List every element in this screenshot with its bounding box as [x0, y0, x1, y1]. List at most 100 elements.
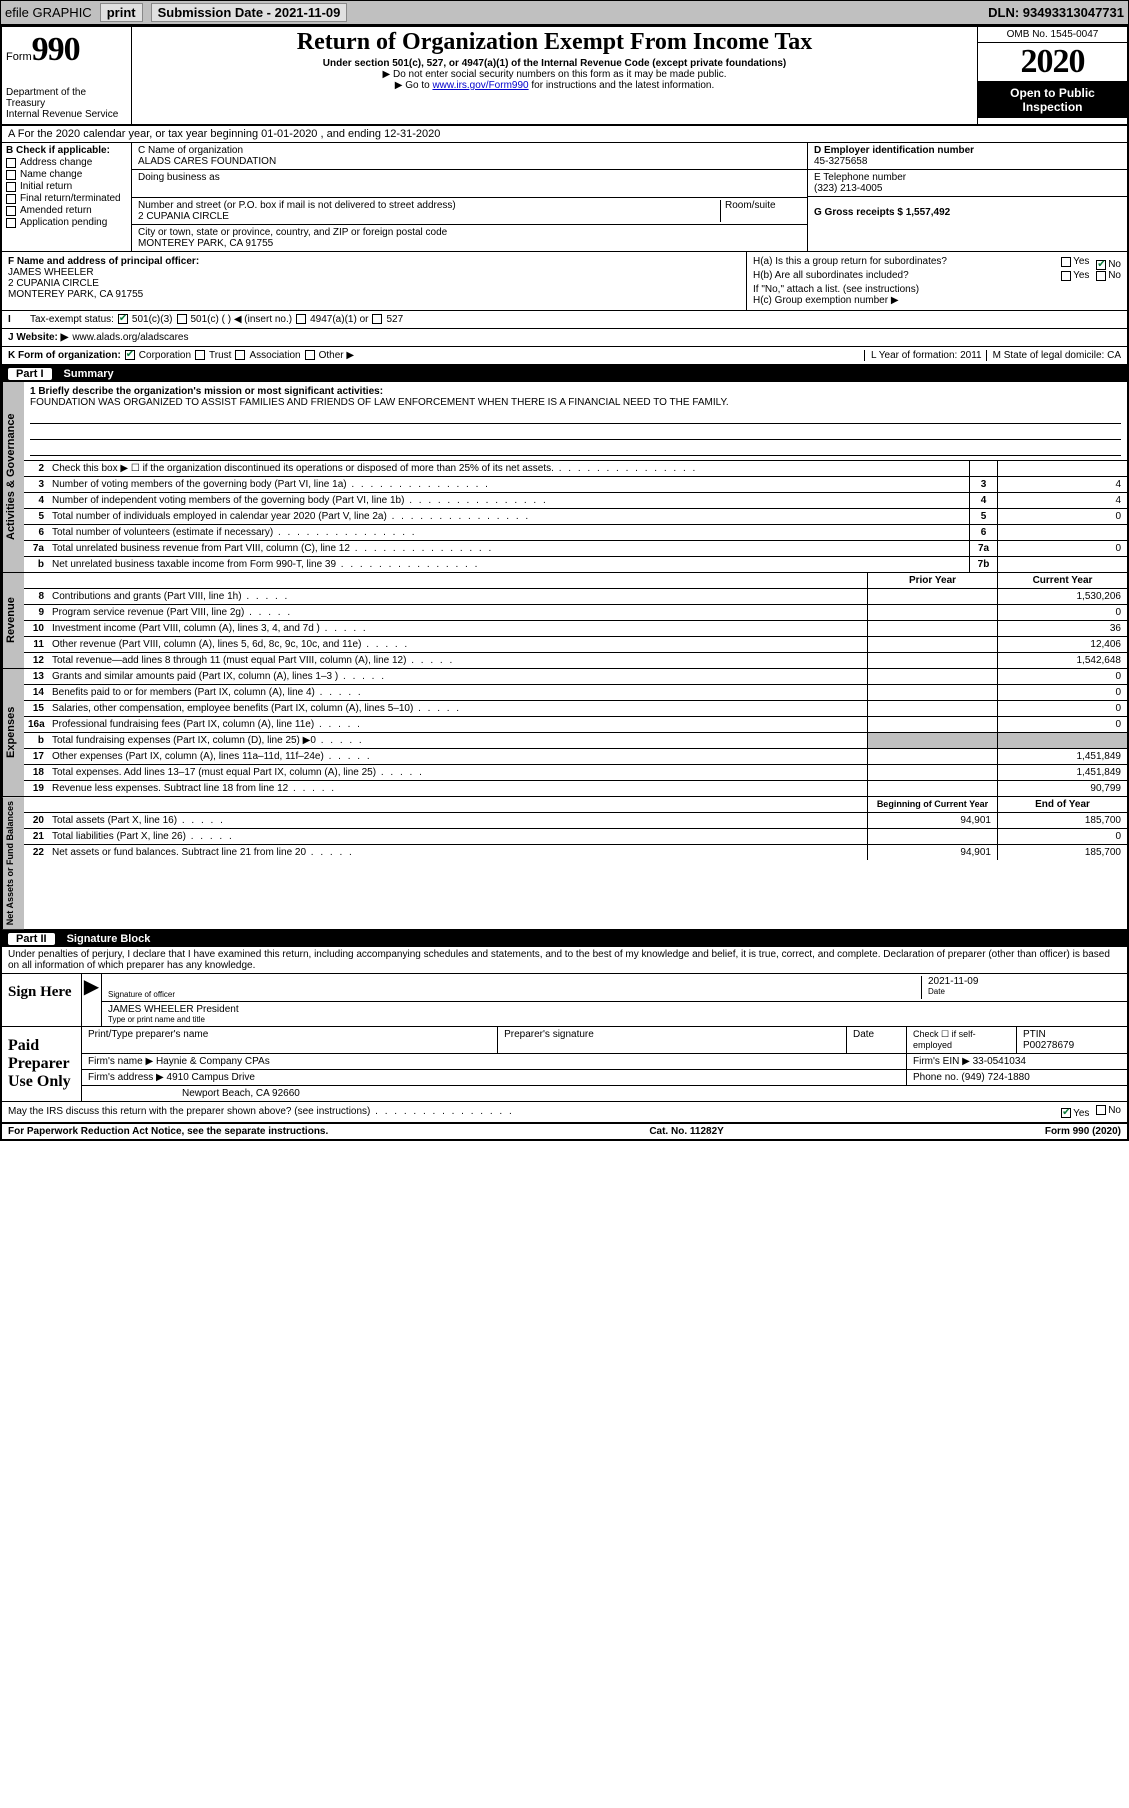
header-right: OMB No. 1545-0047 2020 Open to Public In… — [977, 27, 1127, 124]
firm-phone-value: (949) 724-1880 — [961, 1072, 1029, 1083]
firm-phone-label: Phone no. — [913, 1072, 959, 1083]
prior-value — [867, 669, 997, 684]
line-text: Total number of individuals employed in … — [48, 509, 969, 524]
sig-date-value: 2021-11-09 — [928, 976, 1121, 987]
chk-amended[interactable]: Amended return — [6, 205, 127, 216]
sig-name-value: JAMES WHEELER President — [108, 1004, 1121, 1015]
data-row: 8 Contributions and grants (Part VIII, l… — [24, 589, 1127, 605]
sign-here-label: Sign Here — [2, 974, 82, 1026]
prior-value — [867, 637, 997, 652]
briefly-q: 1 Briefly describe the organization's mi… — [30, 386, 1121, 397]
chk-501c[interactable] — [177, 314, 187, 324]
line-num: 9 — [24, 605, 48, 620]
line-box: 7b — [969, 557, 997, 572]
form-subtitle: Under section 501(c), 527, or 4947(a)(1)… — [138, 58, 971, 69]
line-box: 5 — [969, 509, 997, 524]
line-num: 4 — [24, 493, 48, 508]
prior-value — [867, 765, 997, 780]
gov-row: 6 Total number of volunteers (estimate i… — [24, 525, 1127, 541]
chk-assoc[interactable] — [235, 350, 245, 360]
prep-ptin-value: P00278679 — [1023, 1040, 1121, 1051]
governance-block: Activities & Governance 1 Briefly descri… — [2, 382, 1127, 573]
line-num: 13 — [24, 669, 48, 684]
note-link-post: for instructions and the latest informat… — [529, 80, 715, 91]
chk-final-return[interactable]: Final return/terminated — [6, 193, 127, 204]
data-row: 19 Revenue less expenses. Subtract line … — [24, 781, 1127, 796]
footer-left: For Paperwork Reduction Act Notice, see … — [8, 1126, 328, 1137]
f-name: JAMES WHEELER — [8, 267, 740, 278]
data-row: 18 Total expenses. Add lines 13–17 (must… — [24, 765, 1127, 781]
note-ssn: ▶ Do not enter social security numbers o… — [138, 69, 971, 80]
chk-corp[interactable] — [125, 350, 135, 360]
g-label: G Gross receipts $ 1,557,492 — [814, 207, 950, 218]
part2-header: Part II Signature Block — [2, 931, 1127, 947]
chk-4947[interactable] — [296, 314, 306, 324]
m-state: M State of legal domicile: CA — [986, 350, 1121, 361]
line-num: 3 — [24, 477, 48, 492]
gov-row: 2 Check this box ▶ ☐ if the organization… — [24, 461, 1127, 477]
print-button[interactable]: print — [100, 3, 143, 22]
line-num: 22 — [24, 845, 48, 860]
prior-value — [867, 749, 997, 764]
data-row: 11 Other revenue (Part VIII, column (A),… — [24, 637, 1127, 653]
sign-arrow-icon: ▶ — [82, 974, 102, 1026]
sig-date-label: Date — [928, 987, 1121, 996]
part1-label: Part I — [8, 368, 52, 380]
data-row: 21 Total liabilities (Part X, line 26) 0 — [24, 829, 1127, 845]
data-row: 14 Benefits paid to or for members (Part… — [24, 685, 1127, 701]
footer: For Paperwork Reduction Act Notice, see … — [2, 1123, 1127, 1139]
current-value: 1,451,849 — [997, 749, 1127, 764]
current-value: 185,700 — [997, 813, 1127, 828]
chk-501c3[interactable] — [118, 314, 128, 324]
vtab-governance: Activities & Governance — [2, 382, 24, 572]
submission-date-button[interactable]: Submission Date - 2021-11-09 — [151, 3, 348, 22]
discuss-yes[interactable]: Yes — [1061, 1108, 1089, 1119]
data-row: b Total fundraising expenses (Part IX, c… — [24, 733, 1127, 749]
prep-ptin-label: PTIN — [1023, 1029, 1121, 1040]
j-label: J Website: ▶ — [8, 332, 68, 343]
briefly-a: FOUNDATION WAS ORGANIZED TO ASSIST FAMIL… — [30, 397, 1121, 408]
line-num: b — [24, 733, 48, 748]
hb-no[interactable]: No — [1096, 270, 1121, 281]
chk-name-change[interactable]: Name change — [6, 169, 127, 180]
row-i: I Tax-exempt status: 501(c)(3) 501(c) ( … — [2, 311, 1127, 329]
prior-value — [867, 685, 997, 700]
line-num: 18 — [24, 765, 48, 780]
c-city-value: MONTEREY PARK, CA 91755 — [138, 238, 801, 249]
chk-address-change[interactable]: Address change — [6, 157, 127, 168]
netassets-block: Net Assets or Fund Balances Beginning of… — [2, 797, 1127, 931]
line-text: Net assets or fund balances. Subtract li… — [48, 845, 867, 860]
discuss-row: May the IRS discuss this return with the… — [2, 1102, 1127, 1123]
header-left: Form 990 Department of the Treasury Inte… — [2, 27, 132, 124]
dept-treasury: Department of the Treasury — [6, 87, 127, 109]
d-label: D Employer identification number — [814, 145, 1121, 156]
dept-irs: Internal Revenue Service — [6, 109, 127, 120]
revenue-block: Revenue Prior Year Current Year 8 Contri… — [2, 573, 1127, 669]
i-label: Tax-exempt status: — [30, 314, 114, 325]
gov-row: b Net unrelated business taxable income … — [24, 557, 1127, 572]
c-room-label: Room/suite — [721, 200, 801, 222]
data-row: 13 Grants and similar amounts paid (Part… — [24, 669, 1127, 685]
irs-link[interactable]: www.irs.gov/Form990 — [432, 80, 528, 91]
header-middle: Return of Organization Exempt From Incom… — [132, 27, 977, 124]
line-num: 19 — [24, 781, 48, 796]
chk-pending[interactable]: Application pending — [6, 217, 127, 228]
ha-no[interactable]: No — [1096, 259, 1121, 270]
c-addr-label: Number and street (or P.O. box if mail i… — [138, 200, 716, 211]
line-box: 3 — [969, 477, 997, 492]
line-value: 4 — [997, 477, 1127, 492]
ha-yes[interactable]: Yes — [1061, 256, 1089, 267]
prior-value — [867, 605, 997, 620]
chk-initial-return[interactable]: Initial return — [6, 181, 127, 192]
line-num: 20 — [24, 813, 48, 828]
c-name-value: ALADS CARES FOUNDATION — [138, 156, 801, 167]
omb-number: OMB No. 1545-0047 — [978, 27, 1127, 43]
hb-yes[interactable]: Yes — [1061, 270, 1089, 281]
chk-other[interactable] — [305, 350, 315, 360]
chk-527[interactable] — [372, 314, 382, 324]
ha-label: H(a) Is this a group return for subordin… — [753, 256, 947, 270]
discuss-no[interactable]: No — [1096, 1105, 1121, 1116]
prep-selfemp[interactable]: Check ☐ if self-employed — [907, 1027, 1017, 1053]
section-bcdefg: B Check if applicable: Address change Na… — [2, 143, 1127, 252]
chk-trust[interactable] — [195, 350, 205, 360]
